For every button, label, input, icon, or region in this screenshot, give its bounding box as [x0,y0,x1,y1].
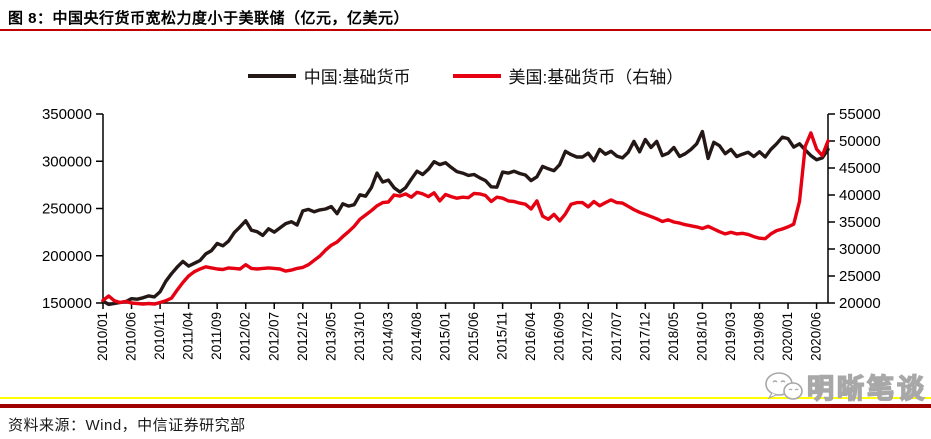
legend-label-china: 中国:基础货币 [303,68,411,87]
y-axis-right: 20000 25000 30000 35000 40000 45000 50000 55000 [827,106,881,312]
svg-text:20000: 20000 [839,295,881,312]
legend-item-china: 中国:基础货币 [247,63,411,88]
svg-text:2010/11: 2010/11 [152,312,167,360]
svg-text:55000: 55000 [839,106,881,123]
wechat-chat-bubbles-icon [765,371,803,400]
chart-legend: 中国:基础货币 美国:基础货币（右轴） [0,63,931,88]
svg-text:2012/02: 2012/02 [238,312,253,361]
svg-text:2018/05: 2018/05 [666,312,681,361]
svg-text:45000: 45000 [839,160,881,177]
footer-yellow-rule [0,397,931,399]
x-axis: 2010/01 2010/06 2010/11 2011/04 2011/09 2012/… [95,302,828,361]
china-line-swatch-icon [247,73,296,78]
svg-text:50000: 50000 [839,133,881,150]
svg-text:2020/06: 2020/06 [809,312,824,361]
title-underline-rule [0,29,931,31]
svg-text:25000: 25000 [839,268,881,285]
legend-label-us: 美国:基础货币（右轴） [508,68,684,87]
svg-text:350000: 350000 [42,106,92,123]
svg-text:2015/11: 2015/11 [495,312,510,360]
svg-text:2013/05: 2013/05 [323,312,338,361]
legend-item-us: 美国:基础货币（右轴） [452,63,684,88]
svg-text:2018/10: 2018/10 [694,312,709,361]
svg-text:2019/08: 2019/08 [751,312,766,361]
us-line-swatch-icon [452,73,501,78]
svg-text:2014/03: 2014/03 [380,312,395,361]
svg-text:2011/04: 2011/04 [181,312,196,360]
watermark: 明晰笔谈 [763,367,927,406]
svg-text:2015/01: 2015/01 [438,312,453,361]
svg-text:2012/12: 2012/12 [295,312,310,361]
svg-text:2015/06: 2015/06 [466,312,481,361]
svg-text:30000: 30000 [839,241,881,258]
svg-text:150000: 150000 [42,295,92,312]
svg-text:2019/03: 2019/03 [723,312,738,361]
svg-text:2010/06: 2010/06 [124,312,139,361]
svg-text:35000: 35000 [839,214,881,231]
figure-title: 图 8：中国央行货币宽松力度小于美联储（亿元，亿美元） [8,10,410,27]
svg-text:2020/01: 2020/01 [780,312,795,361]
svg-text:40000: 40000 [839,187,881,204]
svg-text:2016/09: 2016/09 [552,312,567,361]
data-source-note: 资料来源：Wind，中信证券研究部 [8,417,246,434]
svg-text:2014/08: 2014/08 [409,312,424,361]
svg-text:200000: 200000 [42,248,92,265]
svg-text:2017/02: 2017/02 [580,312,595,361]
svg-text:2010/01: 2010/01 [95,312,110,361]
svg-text:2012/07: 2012/07 [266,312,281,361]
watermark-text: 明晰笔谈 [806,373,927,405]
footer-red-rule [0,404,931,408]
china-base-money-line [101,129,830,307]
us-base-money-line [101,131,830,306]
y-axis-left: 150000 200000 250000 300000 350000 [42,106,104,312]
svg-text:300000: 300000 [42,153,92,170]
svg-text:2017/07: 2017/07 [609,312,624,361]
svg-text:2013/10: 2013/10 [352,312,367,361]
svg-text:2016/04: 2016/04 [523,312,538,361]
svg-text:250000: 250000 [42,201,92,218]
svg-text:2011/09: 2011/09 [209,312,224,360]
svg-text:2017/12: 2017/12 [637,312,652,361]
